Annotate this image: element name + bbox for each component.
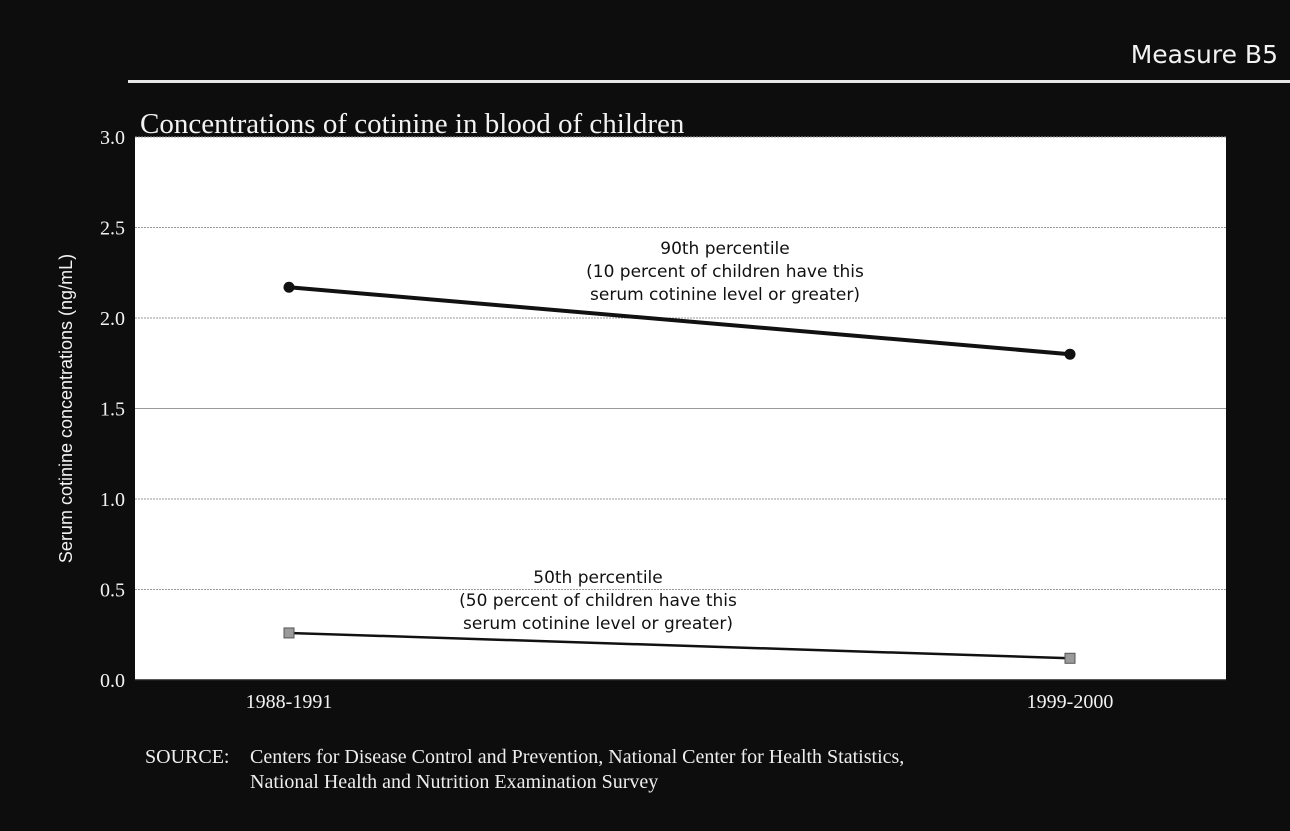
y-tick-labels: 0.0 0.5 1.0 1.5 2.0 2.5 3.0 [100, 127, 125, 692]
series-line [288, 631, 1071, 660]
series-annotation-line: (50 percent of children have this [459, 591, 737, 611]
chart-title: Concentrations of cotinine in blood of c… [140, 108, 685, 140]
data-point [283, 627, 295, 639]
measure-label: Measure B5 [1130, 40, 1278, 69]
y-tick-label: 0.0 [100, 670, 125, 692]
data-point [1064, 348, 1076, 360]
y-axis-label: Serum cotinine concentrations (ng/mL) [56, 254, 76, 563]
y-tick-label: 1.0 [100, 489, 125, 511]
source-label: SOURCE: [145, 746, 230, 768]
y-tick-label: 2.5 [100, 218, 125, 240]
data-point [283, 281, 295, 293]
x-tick-labels: 1988-1991 1999-2000 [246, 691, 1114, 713]
y-tick-label: 1.5 [100, 399, 125, 421]
series-annotation-line: 90th percentile [660, 239, 790, 259]
series-annotation-line: serum cotinine level or greater) [590, 285, 860, 305]
source-line-2: National Health and Nutrition Examinatio… [250, 771, 659, 793]
series-annotation-line: (10 percent of children have this [586, 262, 864, 282]
x-tick-label: 1999-2000 [1027, 691, 1114, 713]
series-group [283, 281, 1076, 664]
series-annotations: 90th percentile (10 percent of children h… [459, 239, 864, 634]
source-line-1: Centers for Disease Control and Preventi… [250, 746, 905, 768]
series-annotation-line: 50th percentile [533, 568, 663, 588]
data-point [1064, 652, 1076, 664]
series-annotation-line: serum cotinine level or greater) [463, 614, 733, 634]
header-rule [128, 80, 1290, 83]
series-line [288, 285, 1071, 357]
grid-lines [135, 136, 1226, 681]
y-tick-label: 2.0 [100, 308, 125, 330]
x-tick-label: 1988-1991 [246, 691, 333, 713]
y-tick-label: 3.0 [100, 127, 125, 149]
y-tick-label: 0.5 [100, 580, 125, 602]
